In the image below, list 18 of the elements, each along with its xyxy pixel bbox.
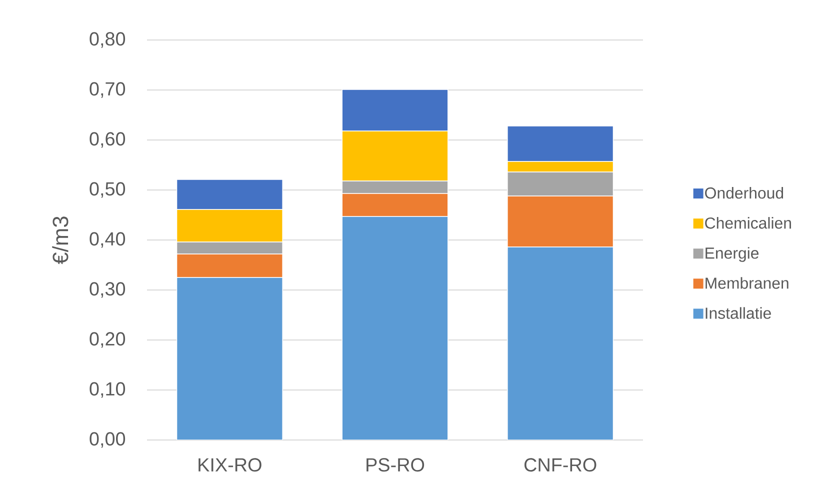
- legend-label: Energie: [706, 247, 759, 262]
- y-tick-label: 0,40: [90, 232, 126, 248]
- y-axis-title: €/m3: [52, 216, 68, 264]
- y-tick-label: 0,80: [90, 32, 126, 48]
- y-tick-label: 0,60: [90, 132, 126, 148]
- x-tick-label: KIX-RO: [198, 458, 262, 472]
- y-tick-label: 0,30: [90, 282, 126, 298]
- legend-label: Installatie: [706, 307, 771, 319]
- legend-label: Onderhoud: [705, 186, 784, 199]
- y-tick-label: 0,00: [90, 432, 126, 448]
- y-tick-label: 0,70: [90, 82, 126, 98]
- legend-label: Chemicalien: [705, 217, 791, 229]
- y-tick-label: 0,20: [90, 332, 126, 348]
- y-tick-label: 0,10: [90, 382, 126, 398]
- x-tick-label: CNF-RO: [524, 458, 596, 472]
- x-tick-label: PS-RO: [366, 458, 424, 472]
- legend-label: Membranen: [706, 277, 788, 289]
- y-tick-label: 0,50: [90, 182, 126, 198]
